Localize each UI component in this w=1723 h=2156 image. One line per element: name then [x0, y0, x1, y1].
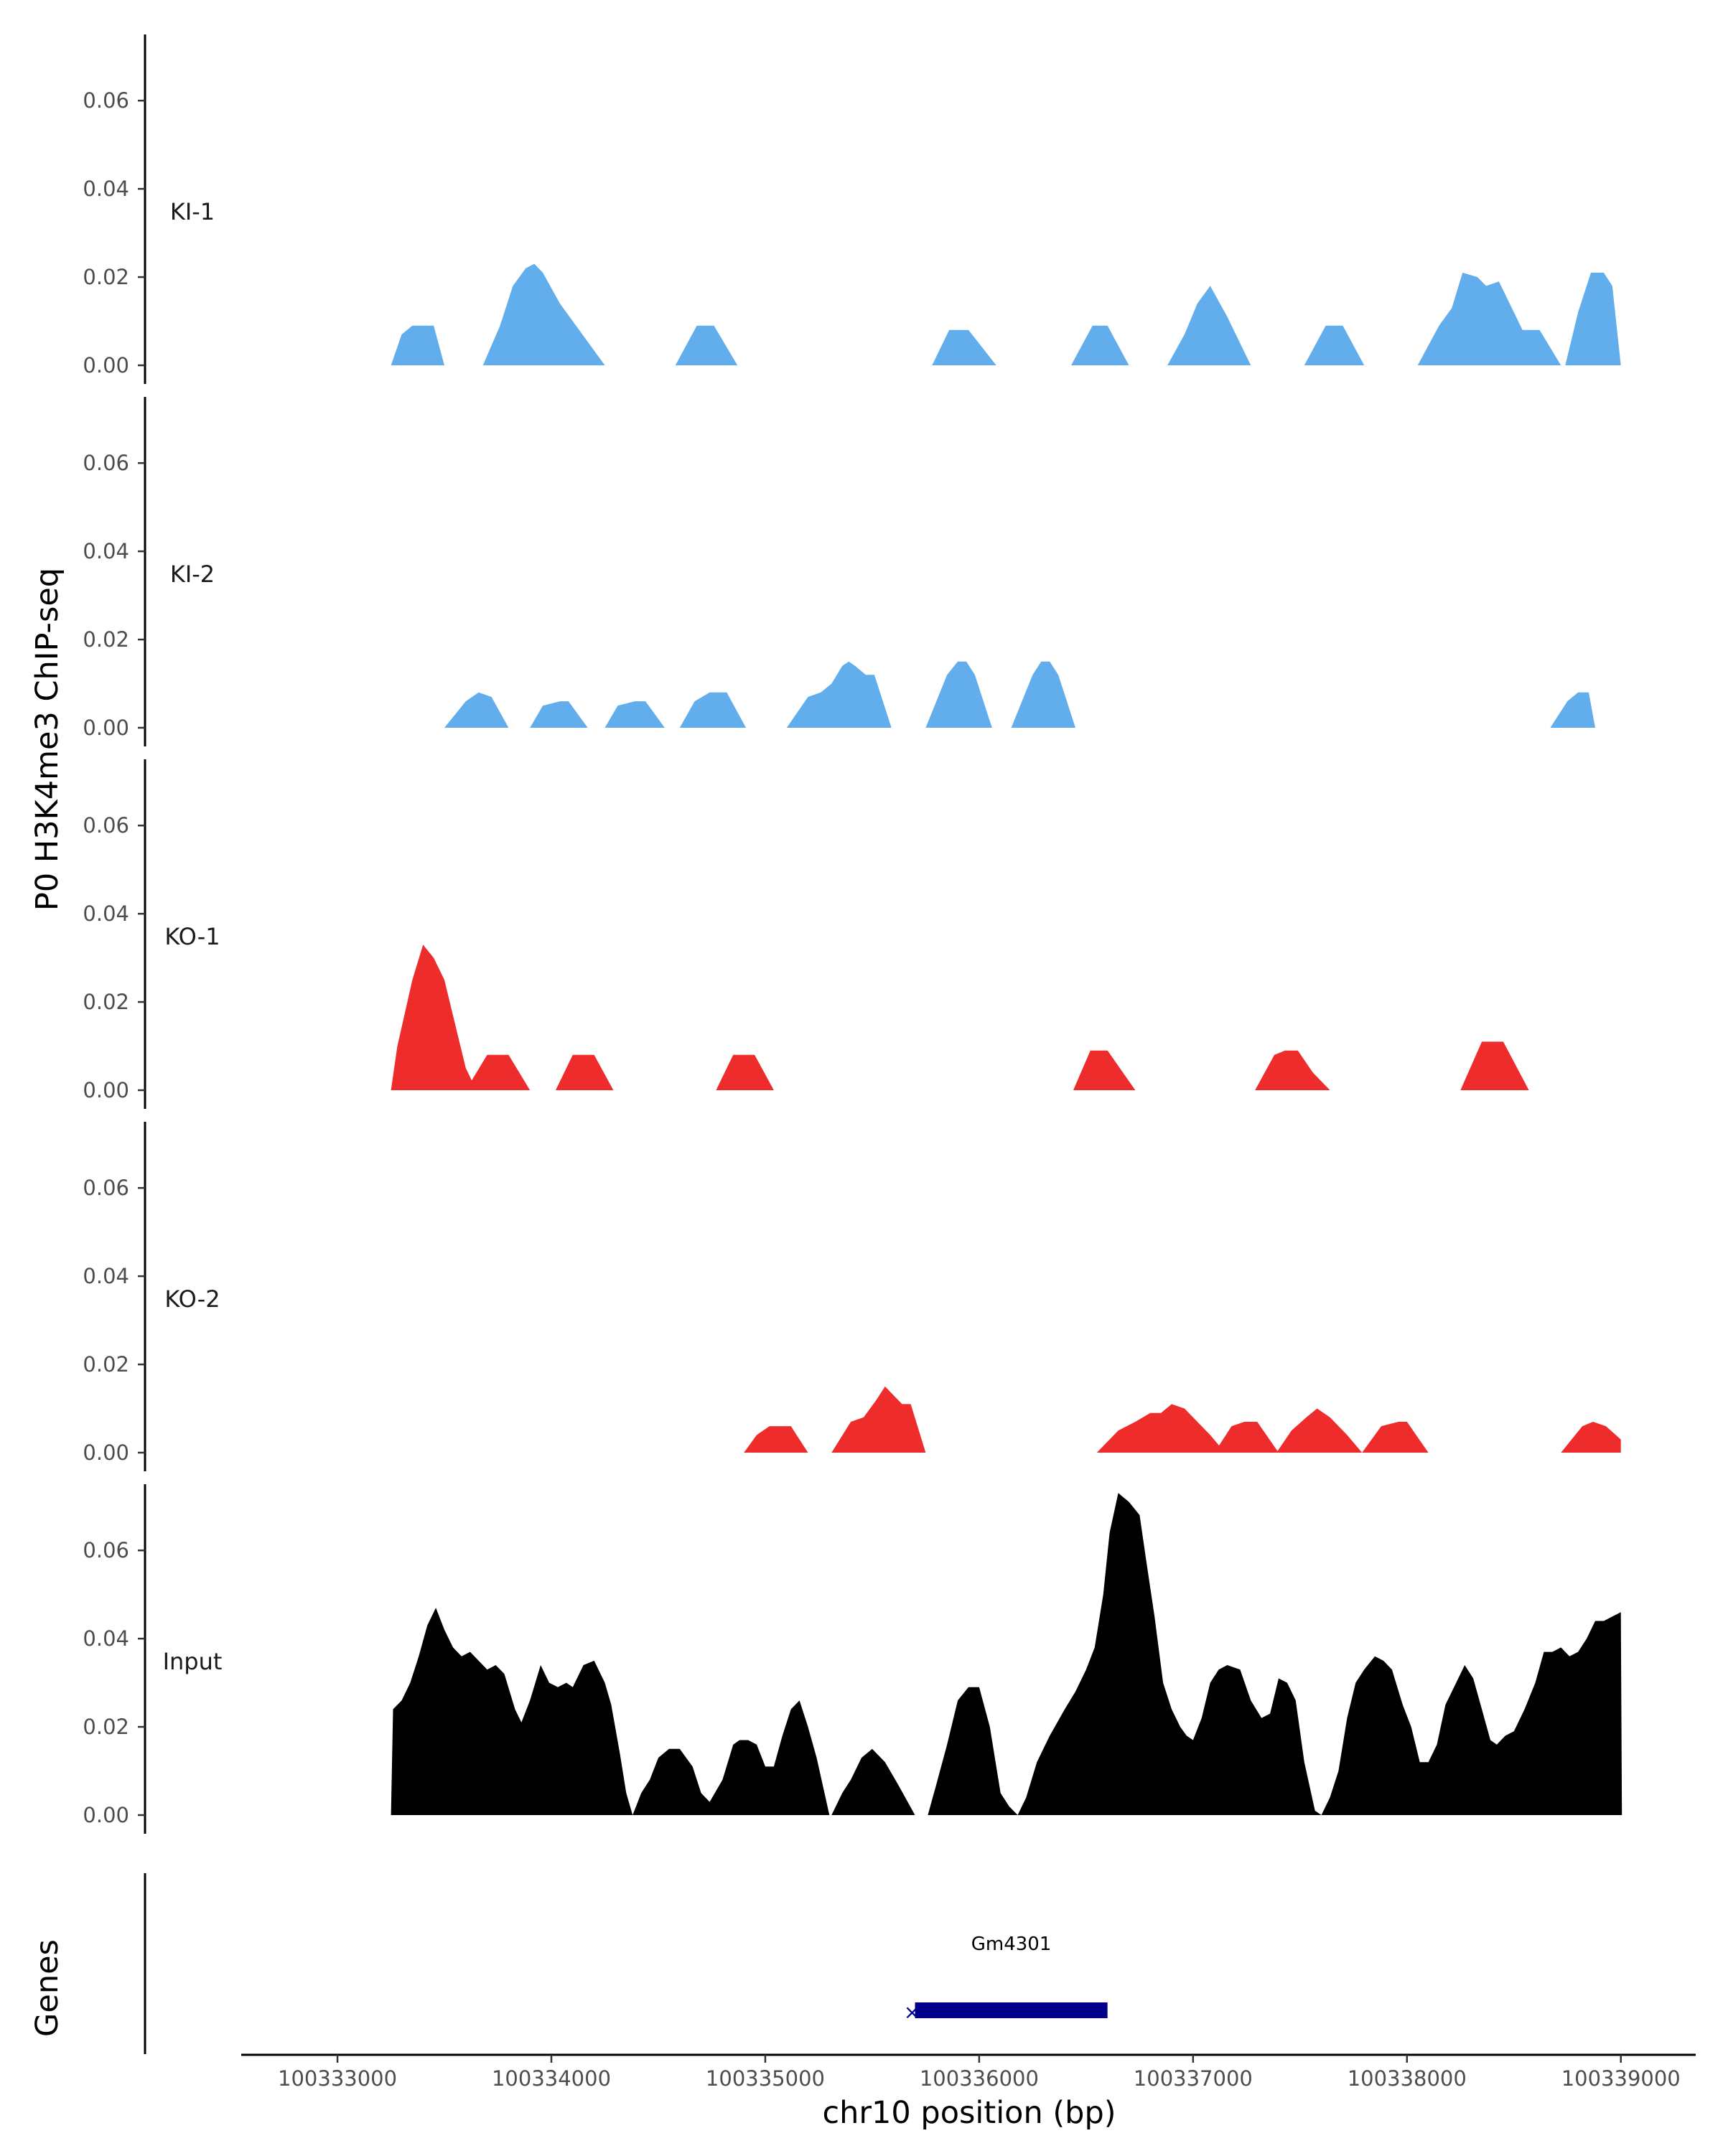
y-tick-label: 0.04: [83, 901, 129, 926]
track-label-input: Input: [163, 1648, 223, 1675]
y-tick-label: 0.02: [83, 627, 129, 652]
y-tick-label: 0.06: [83, 451, 129, 475]
y-tick-label: 0.00: [83, 1078, 129, 1102]
track-panel-ko-1: 0.00 0.02 0.04 0.06 KO-1: [83, 759, 1529, 1109]
genes-panel: × Gm4301: [144, 1873, 1108, 2054]
x-axis: 100333000 100334000 100335000 100336000 1003…: [241, 2053, 1696, 2091]
x-tick-label: 100339000: [1561, 2066, 1681, 2091]
signal-peak: [391, 945, 477, 1090]
signal-peak: [1276, 1408, 1363, 1453]
signal-peak: [391, 1608, 633, 1815]
signal-peak: [1362, 1422, 1429, 1453]
track-panel-ko-2: 0.00 0.02 0.04 0.06 KO-2: [83, 1122, 1621, 1471]
track-label-ko-2: KO-2: [164, 1285, 220, 1313]
x-axis-title: chr10 position (bp): [822, 2095, 1116, 2131]
y-tick-label: 0.06: [83, 88, 129, 113]
signal-peak: [1167, 286, 1251, 365]
signal-peak: [1071, 325, 1129, 365]
signal-peak: [556, 1054, 614, 1090]
gene-body-gm4301: [915, 2002, 1108, 2018]
y-tick-label: 0.00: [83, 353, 129, 378]
y-tick-label: 0.06: [83, 1538, 129, 1562]
x-tick-label: 100334000: [492, 2066, 611, 2091]
x-tick-label: 100337000: [1134, 2066, 1253, 2091]
track-label-ki-2: KI-2: [170, 561, 215, 588]
y-tick-label: 0.00: [83, 1803, 129, 1827]
signal-peak: [744, 1426, 808, 1453]
signal-peak: [786, 661, 892, 728]
y-tick-label: 0.02: [83, 1352, 129, 1377]
x-tick-label: 100335000: [706, 2066, 825, 2091]
y-tick-label: 0.02: [83, 990, 129, 1014]
x-tick-label: 100336000: [920, 2066, 1039, 2091]
signal-peak: [1565, 272, 1621, 365]
y-tick-label: 0.04: [83, 1626, 129, 1651]
signal-peak: [1321, 1612, 1622, 1815]
x-tick-label: 100333000: [278, 2066, 397, 2091]
signal-peak: [932, 329, 996, 365]
signal-peak: [465, 1054, 531, 1090]
signal-peak: [444, 692, 509, 728]
signal-peak: [391, 325, 444, 365]
signal-peak: [831, 1386, 926, 1453]
track-panel-ki-2: 0.00 0.02 0.04 0.06 KI-2: [83, 397, 1595, 746]
signal-peak: [1073, 1050, 1136, 1090]
track-panel-input: 0.00 0.02 0.04 0.06 Input: [83, 1484, 1622, 1834]
signal-peak: [1096, 1404, 1225, 1453]
signal-peak: [831, 1748, 915, 1815]
y-tick-label: 0.04: [83, 177, 129, 201]
gene-label-gm4301: Gm4301: [971, 1934, 1052, 1955]
y-tick-label: 0.02: [83, 265, 129, 289]
signal-peak: [1417, 272, 1561, 365]
y-axis-title: P0 H3K4me3 ChIP-seq: [29, 568, 65, 911]
signal-peak: [632, 1700, 830, 1815]
signal-peak: [925, 661, 992, 728]
x-tick-label: 100338000: [1348, 2066, 1467, 2091]
signal-peak: [716, 1054, 774, 1090]
signal-peak: [675, 325, 738, 365]
signal-peak: [1017, 1493, 1322, 1815]
signal-peak: [1304, 325, 1365, 365]
genes-axis-title: Genes: [29, 1939, 65, 2037]
signal-peak: [928, 1687, 1018, 1815]
track-label-ko-1: KO-1: [164, 923, 220, 950]
y-tick-label: 0.02: [83, 1715, 129, 1739]
signal-peak: [482, 263, 605, 365]
track-panel-ki-1: 0.00 0.02 0.04 0.06 KI-1: [83, 34, 1621, 384]
signal-peak: [1460, 1041, 1529, 1090]
signal-peak: [530, 701, 588, 728]
track-label-ki-1: KI-1: [170, 198, 215, 225]
tracks-layer: 0.00 0.02 0.04 0.06 KI-1 0.00 0.02 0.04 0.06 KI-2…: [83, 34, 1622, 1834]
signal-peak: [1561, 1422, 1621, 1453]
y-tick-label: 0.04: [83, 539, 129, 563]
signal-peak: [679, 692, 747, 728]
signal-peak: [1255, 1050, 1330, 1090]
signal-peak: [1011, 661, 1075, 728]
y-tick-label: 0.00: [83, 716, 129, 740]
signal-peak: [1550, 692, 1595, 728]
y-tick-label: 0.04: [83, 1264, 129, 1288]
y-tick-label: 0.06: [83, 1176, 129, 1200]
signal-peak: [604, 701, 665, 728]
gene-strand-mark: ×: [904, 2000, 920, 2024]
y-tick-label: 0.06: [83, 813, 129, 838]
y-tick-label: 0.00: [83, 1440, 129, 1465]
signal-peak: [1214, 1422, 1279, 1453]
